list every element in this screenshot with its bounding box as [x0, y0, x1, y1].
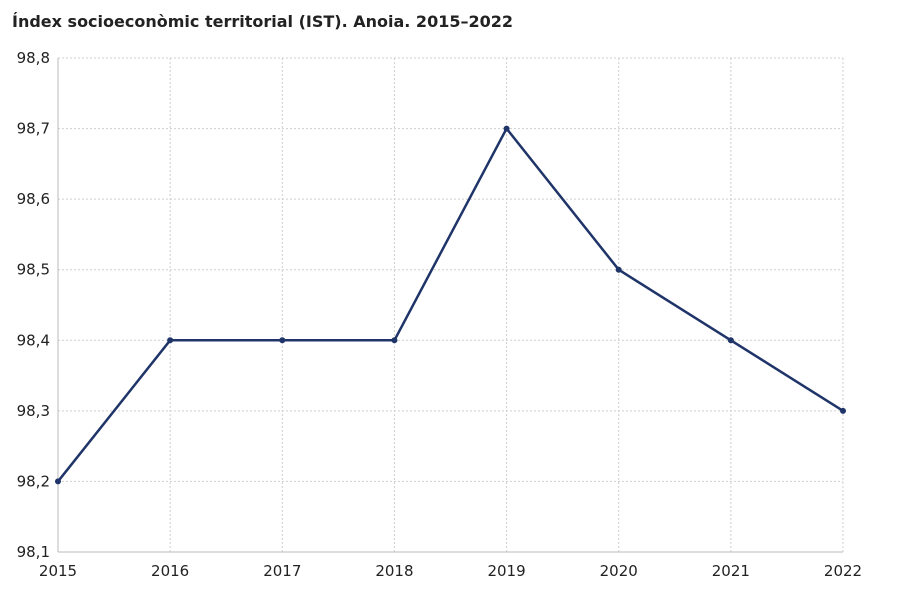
data-point [55, 478, 61, 485]
x-tick-label: 2019 [487, 562, 525, 580]
data-point [615, 266, 622, 273]
x-tick-label: 2018 [375, 562, 413, 580]
series-line [56, 127, 845, 483]
data-point [391, 337, 398, 344]
data-point [279, 337, 286, 344]
y-tick-label: 98,8 [17, 49, 50, 67]
x-tick-label: 2021 [712, 562, 750, 580]
series-layer [55, 125, 846, 485]
tick-labels: 98,1 98,2 98,3 98,4 98,5 98,6 98,7 98,8 2015 2016… [17, 49, 863, 580]
y-tick-label: 98,6 [17, 190, 50, 208]
x-tick-label: 2020 [600, 562, 638, 580]
data-point [840, 407, 846, 414]
grid-layer [57, 57, 844, 553]
data-point [503, 125, 510, 132]
y-tick-label: 98,3 [17, 402, 50, 420]
chart-title: Índex socioeconòmic territorial (IST). A… [12, 12, 513, 31]
x-tick-label: 2015 [39, 562, 77, 580]
x-tick-label: 2017 [263, 562, 301, 580]
y-tick-label: 98,7 [17, 120, 50, 138]
axis-layer [57, 58, 843, 553]
x-tick-label: 2016 [151, 562, 189, 580]
data-point [167, 337, 174, 344]
x-tick-label: 2022 [824, 562, 862, 580]
y-tick-label: 98,1 [17, 543, 50, 561]
y-tick-label: 98,5 [17, 261, 50, 279]
y-tick-label: 98,2 [17, 472, 50, 490]
y-tick-label: 98,4 [17, 331, 50, 349]
data-point [727, 337, 734, 344]
